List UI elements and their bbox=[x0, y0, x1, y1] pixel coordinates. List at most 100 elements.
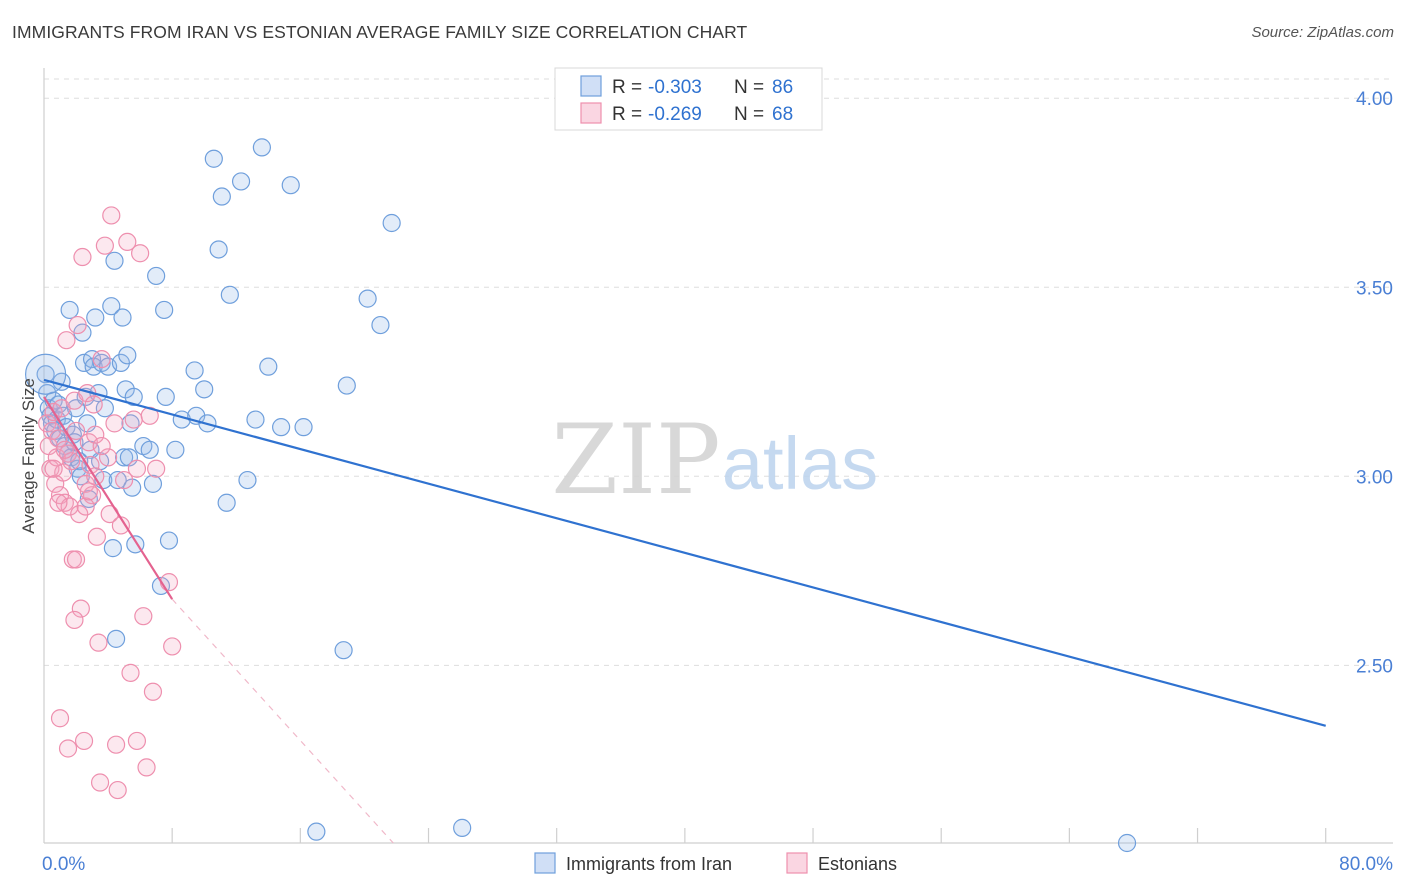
trend-lines bbox=[43, 378, 1326, 844]
point-estonians bbox=[108, 780, 127, 800]
point-iran bbox=[105, 251, 124, 270]
point-iran bbox=[246, 410, 265, 429]
point-estonians bbox=[118, 232, 137, 252]
chart-title: IMMIGRANTS FROM IRAN VS ESTONIAN AVERAGE… bbox=[12, 22, 748, 42]
point-estonians bbox=[70, 504, 89, 524]
point-estonians bbox=[49, 493, 68, 512]
point-estonians bbox=[134, 607, 153, 626]
stats-legend: R = -0.303 N = 86 R = -0.269 N = 68 bbox=[554, 67, 823, 131]
y-tick-label: 3.00 bbox=[1356, 467, 1393, 488]
point-estonians bbox=[55, 440, 74, 459]
point-estonians bbox=[92, 436, 111, 456]
y-tick-label: 2.50 bbox=[1356, 656, 1393, 677]
point-estonians bbox=[89, 633, 108, 652]
point-estonians bbox=[131, 244, 150, 263]
point-estonians bbox=[147, 459, 166, 478]
point-estonians bbox=[81, 455, 100, 475]
point-iran bbox=[272, 418, 291, 437]
point-estonians bbox=[84, 395, 103, 414]
point-iran bbox=[159, 531, 179, 550]
point-estonians bbox=[79, 482, 98, 501]
point-estonians bbox=[163, 637, 182, 656]
trend-line-iran bbox=[43, 378, 1326, 727]
point-iran bbox=[337, 376, 356, 395]
point-iran bbox=[106, 629, 126, 648]
point-estonians bbox=[74, 731, 94, 751]
point-iran bbox=[281, 176, 300, 195]
point-iran bbox=[113, 308, 132, 327]
point-iran bbox=[82, 349, 102, 369]
point-estonians bbox=[66, 550, 86, 569]
watermark-zip: ZIP bbox=[551, 404, 720, 516]
point-estonians bbox=[42, 421, 62, 441]
point-iran bbox=[166, 440, 185, 459]
point-estonians bbox=[49, 429, 68, 448]
point-iran bbox=[86, 308, 105, 327]
trend-line-estonians-extension bbox=[171, 598, 394, 844]
point-estonians bbox=[90, 773, 110, 792]
point-iran bbox=[95, 399, 114, 418]
point-iran bbox=[103, 539, 122, 558]
trend-line-estonians bbox=[43, 396, 174, 600]
series-legend-label-iran: Immigrants from Iran bbox=[566, 854, 732, 874]
point-estonians bbox=[50, 709, 70, 728]
point-estonians bbox=[115, 470, 134, 490]
series-legend-swatch-estonians bbox=[786, 852, 808, 874]
point-iran-large bbox=[25, 353, 67, 395]
legend-swatch-iran bbox=[580, 75, 602, 97]
point-iran bbox=[124, 387, 143, 407]
point-estonians bbox=[127, 731, 147, 751]
point-iran bbox=[36, 365, 55, 384]
point-iran bbox=[294, 418, 313, 437]
point-iran bbox=[259, 357, 278, 376]
data-points bbox=[25, 138, 1137, 853]
point-estonians bbox=[44, 459, 63, 478]
x-tick-label: 0.0% bbox=[42, 854, 85, 875]
y-tick-label: 4.00 bbox=[1356, 89, 1393, 110]
point-iran bbox=[209, 240, 228, 259]
stats-legend-box bbox=[554, 67, 823, 131]
point-estonians bbox=[71, 599, 90, 618]
point-iran bbox=[155, 300, 174, 320]
source-credit: Source: ZipAtlas.com bbox=[1251, 24, 1394, 41]
point-iran bbox=[1117, 833, 1137, 853]
point-iran bbox=[111, 353, 131, 372]
y-tick-label: 3.50 bbox=[1356, 278, 1393, 299]
point-estonians bbox=[86, 425, 105, 444]
legend-row-iran: R = -0.303 N = 86 bbox=[612, 77, 793, 98]
point-iran bbox=[220, 285, 239, 304]
series-legend-label-estonians: Estonians bbox=[818, 854, 897, 874]
point-estonians bbox=[124, 410, 143, 429]
point-iran bbox=[143, 474, 163, 493]
point-iran bbox=[195, 380, 214, 399]
point-estonians bbox=[102, 206, 121, 225]
series-legend-swatch-iran bbox=[534, 852, 556, 874]
point-estonians bbox=[57, 331, 76, 350]
point-iran bbox=[108, 470, 127, 490]
point-estonians bbox=[121, 663, 140, 682]
point-estonians bbox=[66, 421, 86, 441]
point-iran bbox=[212, 187, 231, 206]
point-estonians bbox=[106, 735, 126, 754]
gridlines bbox=[44, 78, 1393, 666]
point-iran bbox=[238, 470, 257, 490]
point-estonians bbox=[76, 497, 95, 516]
point-iran bbox=[382, 213, 401, 233]
series-legend: Immigrants from Iran Estonians bbox=[534, 852, 897, 874]
point-estonians bbox=[87, 527, 106, 546]
watermark: ZIP atlas bbox=[551, 404, 878, 516]
point-estonians bbox=[92, 349, 111, 369]
point-iran bbox=[453, 818, 472, 837]
point-iran bbox=[217, 493, 236, 512]
point-iran bbox=[334, 641, 353, 660]
point-iran bbox=[60, 300, 79, 320]
point-iran bbox=[140, 440, 159, 459]
point-iran bbox=[307, 822, 326, 841]
point-estonians bbox=[98, 448, 118, 467]
point-iran bbox=[252, 138, 271, 157]
watermark-atlas: atlas bbox=[722, 422, 878, 505]
point-iran bbox=[204, 149, 223, 168]
point-iran bbox=[147, 266, 166, 286]
point-iran bbox=[118, 346, 137, 365]
